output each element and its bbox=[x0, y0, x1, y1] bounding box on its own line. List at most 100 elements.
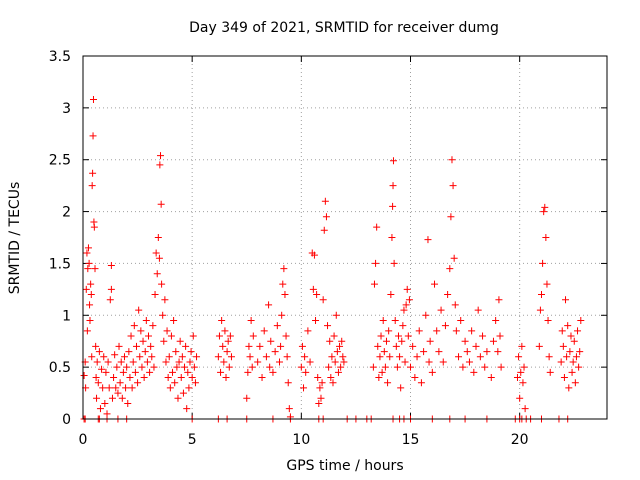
data-point bbox=[247, 316, 255, 324]
data-point bbox=[387, 291, 395, 299]
data-point bbox=[405, 296, 413, 304]
data-point bbox=[91, 265, 99, 273]
data-point bbox=[86, 316, 94, 324]
data-point bbox=[92, 374, 100, 382]
data-point bbox=[256, 342, 264, 350]
data-point bbox=[146, 368, 154, 376]
data-point bbox=[302, 368, 310, 376]
data-point bbox=[563, 353, 571, 361]
data-point bbox=[280, 265, 288, 273]
data-point bbox=[155, 254, 163, 262]
data-point bbox=[476, 353, 484, 361]
data-point bbox=[417, 379, 425, 387]
data-point bbox=[544, 316, 552, 324]
data-point bbox=[479, 332, 487, 340]
data-point bbox=[215, 332, 223, 340]
data-point bbox=[262, 353, 270, 361]
data-point bbox=[278, 311, 286, 319]
data-point bbox=[86, 301, 94, 309]
data-point bbox=[128, 384, 136, 392]
data-point bbox=[310, 251, 318, 259]
data-point bbox=[565, 384, 573, 392]
data-point bbox=[110, 374, 118, 382]
data-point bbox=[105, 384, 113, 392]
data-point bbox=[374, 342, 382, 350]
data-point bbox=[223, 348, 231, 356]
data-point bbox=[281, 291, 289, 299]
data-point bbox=[411, 374, 419, 382]
data-point bbox=[444, 291, 452, 299]
data-point bbox=[543, 280, 551, 288]
data-point bbox=[169, 368, 177, 376]
data-point bbox=[148, 353, 156, 361]
data-point bbox=[568, 368, 576, 376]
data-point bbox=[176, 337, 184, 345]
y-tick-label: 0.5 bbox=[49, 360, 71, 376]
data-point bbox=[576, 348, 584, 356]
data-point bbox=[407, 363, 414, 371]
data-point bbox=[330, 332, 338, 340]
data-point bbox=[147, 342, 155, 350]
data-point bbox=[89, 96, 97, 104]
data-point bbox=[99, 384, 107, 392]
data-point bbox=[179, 389, 187, 397]
data-point bbox=[170, 316, 178, 324]
data-point bbox=[301, 353, 309, 361]
data-point bbox=[519, 379, 527, 387]
data-point bbox=[535, 342, 543, 350]
data-point bbox=[381, 363, 389, 371]
data-point bbox=[83, 249, 91, 257]
data-point bbox=[398, 337, 406, 345]
data-point bbox=[152, 249, 160, 257]
data-point bbox=[455, 353, 463, 361]
data-point bbox=[173, 363, 181, 371]
data-point bbox=[163, 327, 171, 335]
data-point bbox=[124, 399, 132, 407]
data-point bbox=[96, 405, 104, 413]
data-point bbox=[276, 358, 283, 366]
data-point bbox=[267, 337, 275, 345]
data-point bbox=[437, 306, 445, 314]
data-point bbox=[122, 384, 130, 392]
data-point bbox=[227, 353, 235, 361]
data-point bbox=[380, 348, 388, 356]
data-point bbox=[390, 259, 398, 267]
data-point bbox=[87, 280, 95, 288]
y-tick-label: 1 bbox=[62, 308, 71, 324]
data-point bbox=[132, 342, 140, 350]
data-point bbox=[378, 368, 386, 376]
data-point bbox=[331, 358, 339, 366]
data-point bbox=[494, 348, 502, 356]
data-point bbox=[115, 342, 123, 350]
data-point bbox=[117, 358, 125, 366]
data-point bbox=[141, 348, 149, 356]
data-point bbox=[391, 316, 399, 324]
data-point bbox=[190, 363, 198, 371]
data-point bbox=[318, 379, 326, 387]
data-point bbox=[449, 182, 457, 190]
data-point bbox=[260, 327, 268, 335]
data-point bbox=[184, 368, 192, 376]
data-point bbox=[83, 327, 91, 335]
data-point bbox=[496, 332, 504, 340]
data-point bbox=[87, 291, 95, 299]
data-point bbox=[472, 342, 480, 350]
data-point bbox=[495, 296, 503, 304]
data-point bbox=[178, 353, 186, 361]
data-point bbox=[166, 384, 174, 392]
data-point bbox=[536, 306, 544, 314]
data-point bbox=[129, 358, 137, 366]
data-point bbox=[489, 337, 497, 345]
data-point bbox=[320, 226, 328, 234]
data-point bbox=[577, 316, 585, 324]
y-tick-label: 2 bbox=[62, 205, 71, 221]
data-point bbox=[560, 374, 568, 382]
data-point bbox=[317, 394, 325, 402]
data-point bbox=[84, 265, 92, 273]
data-point bbox=[123, 363, 131, 371]
chart-title: Day 349 of 2021, SRMTID for receiver dum… bbox=[189, 20, 499, 36]
data-point bbox=[340, 358, 348, 366]
data-point bbox=[328, 353, 336, 361]
data-point bbox=[90, 223, 98, 231]
data-point bbox=[118, 394, 126, 402]
